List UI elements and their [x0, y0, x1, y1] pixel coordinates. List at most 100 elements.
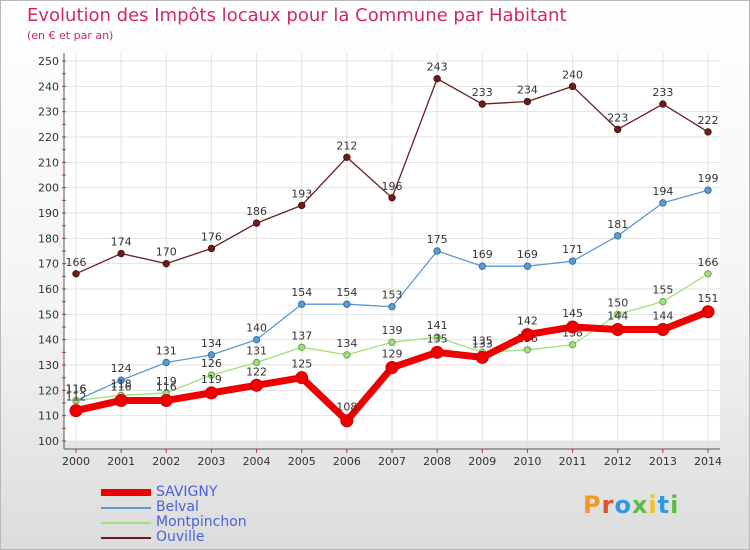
data-point-montpinchon	[523, 346, 532, 354]
data-point-belval	[659, 199, 667, 207]
data-point-belval	[478, 262, 486, 270]
data-point-savigny	[204, 386, 218, 400]
y-tick-label: 200	[38, 182, 59, 195]
data-point-montpinchon	[704, 270, 712, 278]
proxiti-logo: Proxiti	[583, 491, 679, 519]
data-point-montpinchon	[72, 396, 80, 405]
data-point-ouville	[659, 100, 667, 108]
x-tick-label: 2014	[694, 455, 722, 468]
data-label-savigny: 119	[201, 373, 222, 386]
data-label-ouville: 234	[517, 84, 538, 97]
data-label-savigny: 142	[517, 315, 538, 328]
x-tick-label: 2005	[288, 455, 316, 468]
data-label-savigny: 122	[246, 365, 267, 378]
data-label-ouville: 176	[201, 230, 222, 243]
legend-item-ouville: Ouville	[101, 529, 321, 545]
y-tick-label: 170	[38, 258, 59, 271]
x-tick-label: 2001	[107, 455, 135, 468]
data-label-belval: 154	[336, 286, 357, 299]
y-tick-label: 120	[38, 384, 59, 397]
data-label-ouville: 243	[427, 61, 448, 74]
data-point-savigny	[295, 371, 309, 385]
data-label-montpinchon: 141	[427, 319, 448, 332]
data-label-belval: 169	[472, 248, 493, 261]
chart-title: Evolution des Impôts locaux pour la Comm…	[27, 5, 567, 26]
data-label-ouville: 196	[382, 180, 403, 193]
x-tick-label: 2007	[378, 455, 406, 468]
data-label-belval: 131	[156, 344, 177, 357]
data-point-ouville	[117, 249, 125, 258]
data-label-ouville: 193	[291, 187, 312, 200]
legend-label: SAVIGNY	[156, 484, 218, 500]
legend-label: Belval	[156, 499, 199, 515]
legend-swatch	[101, 537, 151, 539]
y-tick-label: 190	[38, 207, 59, 220]
data-point-montpinchon	[388, 338, 396, 346]
legend-swatch	[101, 489, 151, 496]
data-point-savigny	[701, 305, 715, 319]
data-label-belval: 199	[698, 172, 719, 185]
x-tick-label: 2013	[649, 455, 677, 468]
data-point-ouville	[343, 153, 351, 161]
logo-letter: i	[670, 491, 680, 519]
data-point-savigny	[566, 320, 580, 334]
data-label-belval: 134	[201, 337, 222, 350]
legend: SAVIGNY Belval Montpinchon Ouville	[101, 484, 321, 545]
data-label-belval: 171	[562, 243, 583, 256]
data-point-montpinchon	[207, 371, 216, 379]
logo-letter: o	[614, 491, 632, 519]
data-label-montpinchon: 118	[111, 377, 132, 390]
data-label-montpinchon: 135	[472, 334, 493, 347]
data-label-montpinchon: 139	[382, 324, 403, 337]
data-label-montpinchon: 150	[607, 296, 628, 309]
data-label-savigny: 135	[427, 332, 448, 345]
data-label-savigny: 151	[698, 292, 719, 305]
y-tick-label: 230	[38, 106, 59, 119]
y-tick-label: 220	[38, 131, 59, 144]
data-label-ouville: 166	[66, 256, 87, 269]
data-point-ouville	[568, 82, 577, 91]
logo-letter: x	[631, 491, 649, 519]
x-tick-label: 2011	[559, 455, 587, 468]
logo-letter: P	[583, 491, 602, 519]
x-tick-label: 2010	[513, 455, 541, 468]
data-point-ouville	[207, 244, 216, 253]
legend-item-belval: Belval	[101, 499, 321, 515]
data-label-ouville: 174	[111, 236, 132, 249]
data-label-belval: 140	[246, 322, 267, 335]
data-label-belval: 194	[652, 185, 673, 198]
data-point-savigny	[385, 361, 399, 375]
data-label-savigny: 129	[382, 348, 403, 361]
logo-letter: r	[601, 491, 615, 519]
data-label-savigny: 145	[562, 307, 583, 320]
y-tick-label: 140	[38, 334, 59, 347]
data-point-belval	[704, 186, 712, 194]
data-point-belval	[614, 232, 622, 240]
data-point-savigny	[475, 350, 489, 364]
data-label-montpinchon: 131	[246, 344, 267, 357]
data-label-ouville: 186	[246, 205, 267, 218]
data-label-montpinchon: 116	[66, 382, 87, 395]
y-tick-label: 130	[38, 359, 59, 372]
legend-item-montpinchon: Montpinchon	[101, 514, 321, 530]
x-tick-label: 2009	[468, 455, 496, 468]
data-point-belval	[207, 351, 216, 359]
data-label-montpinchon: 137	[291, 329, 312, 342]
data-label-belval: 124	[111, 362, 132, 375]
data-point-belval	[162, 358, 170, 367]
x-tick-label: 2012	[604, 455, 632, 468]
data-point-ouville	[298, 201, 306, 210]
data-label-ouville: 233	[652, 86, 673, 99]
data-label-savigny: 112	[66, 391, 87, 404]
legend-label: Montpinchon	[156, 514, 247, 530]
data-label-montpinchon: 126	[201, 357, 222, 370]
data-label-savigny: 144	[607, 310, 628, 323]
data-label-belval: 175	[427, 233, 448, 246]
data-label-belval: 153	[382, 289, 403, 302]
data-label-savigny: 116	[156, 380, 177, 393]
data-point-savigny	[656, 323, 670, 337]
data-point-savigny	[340, 414, 354, 428]
data-label-ouville: 233	[472, 86, 493, 99]
